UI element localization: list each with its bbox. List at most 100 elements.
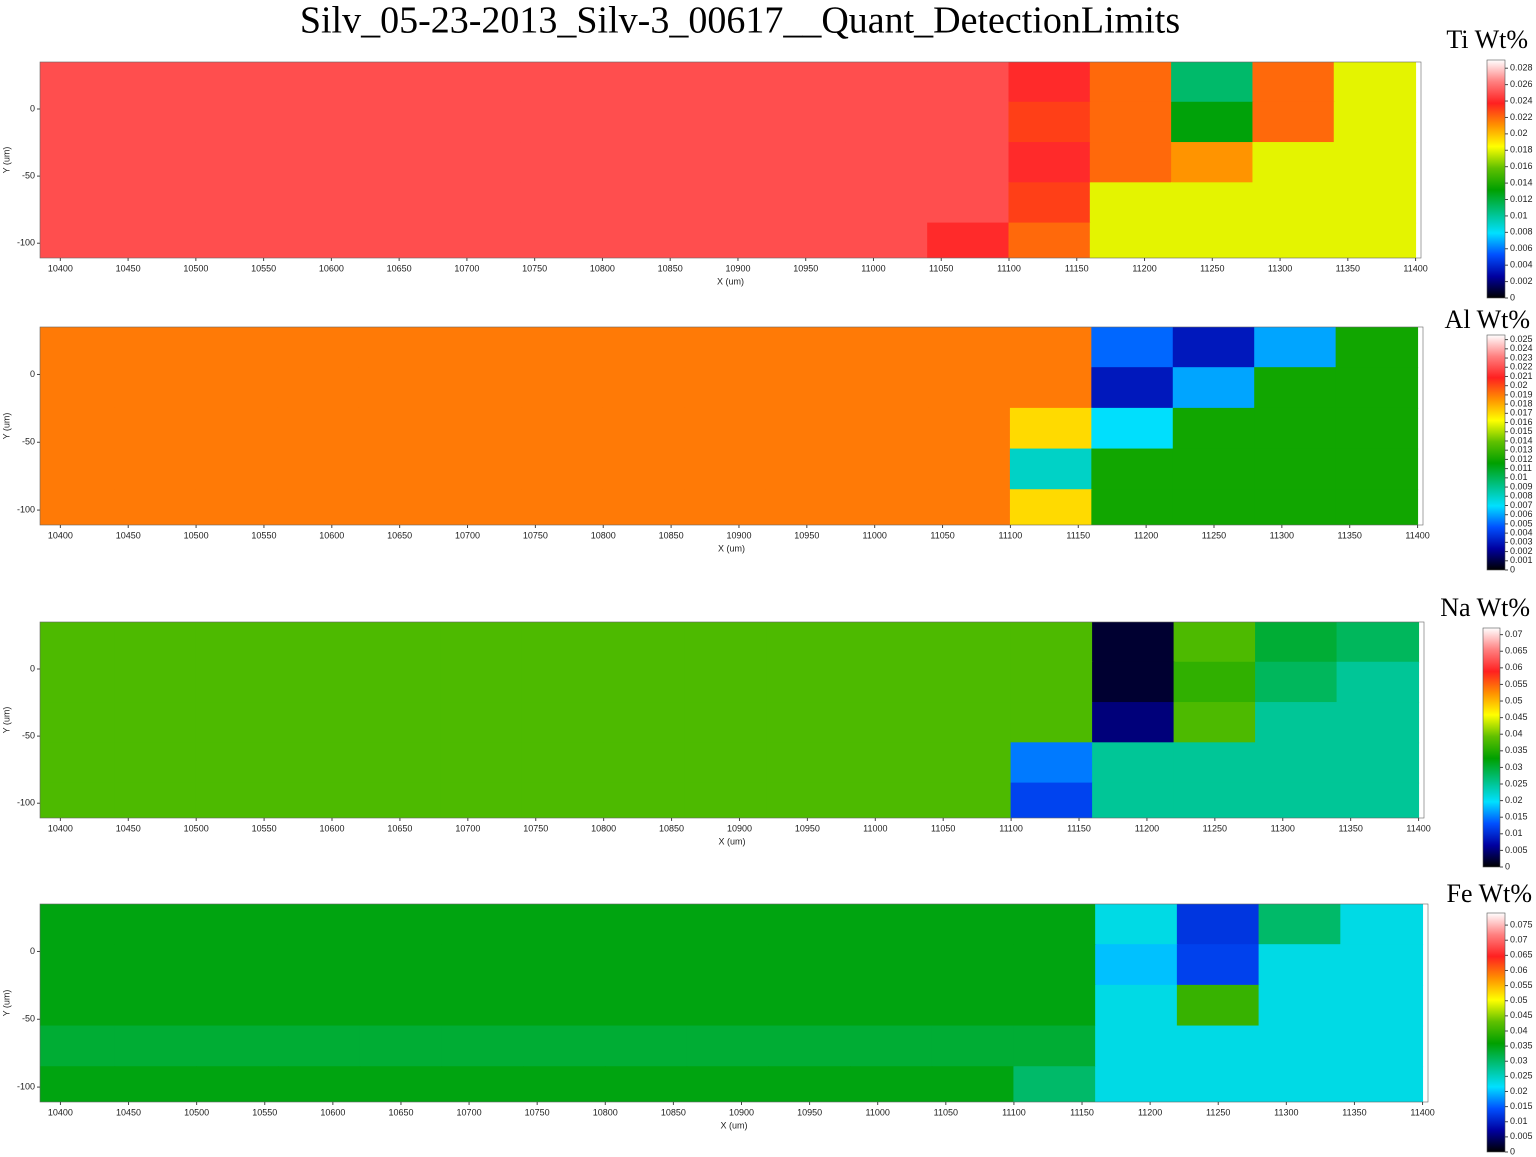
heatmap-cell (686, 1066, 770, 1102)
colorbar-tick-label: 0.004 (1510, 260, 1533, 270)
heatmap-cell (521, 448, 604, 491)
heatmap-cell (277, 327, 360, 369)
heatmap-cell (1010, 742, 1094, 784)
heatmap-cell (602, 407, 686, 450)
heatmap-cell (1255, 622, 1338, 663)
heatmap-cell (1013, 1025, 1097, 1068)
heatmap-cell (1172, 327, 1256, 369)
heatmap-cell (439, 489, 523, 525)
heatmap-cell (1092, 702, 1175, 744)
heatmap-cell (1258, 984, 1342, 1027)
y-tick-label: 0 (30, 369, 35, 379)
heatmap-cell (196, 1025, 279, 1068)
heatmap-cell (1091, 407, 1174, 450)
heatmap-cell (849, 1066, 933, 1102)
heatmap-cell (931, 904, 1015, 946)
x-tick-label: 11200 (1135, 823, 1159, 833)
colorbar-tick-label: 0.075 (1510, 919, 1533, 929)
heatmap-cell (441, 984, 525, 1027)
heatmap-cell (847, 742, 931, 784)
x-tick-label: 11100 (1002, 1107, 1026, 1117)
heatmap-cell (686, 984, 770, 1027)
heatmap-cell (1336, 742, 1420, 784)
heatmap-cell (764, 142, 847, 184)
heatmap-cell (1172, 367, 1256, 409)
x-tick-label: 10500 (184, 1107, 209, 1117)
heatmap-cell (277, 984, 361, 1027)
heatmap-cell (114, 1066, 198, 1102)
colorbar-tick-label: 0.012 (1510, 194, 1533, 204)
heatmap-cell (845, 222, 929, 258)
heatmap-cell (521, 661, 605, 704)
x-tick-label: 10900 (729, 1107, 754, 1117)
y-tick-label: -50 (22, 730, 35, 740)
heatmap-cell (520, 62, 603, 103)
heatmap-cell (114, 904, 198, 946)
heatmap-cell (1009, 407, 1093, 450)
heatmap-cell (1091, 327, 1174, 369)
x-tick-label: 10450 (116, 263, 141, 273)
heatmap-cell (1340, 904, 1424, 946)
colorbar-tick-label: 0.04 (1505, 729, 1523, 739)
heatmap-cell (1255, 702, 1338, 744)
heatmap-cell (114, 622, 197, 663)
x-tick-label: 11000 (863, 823, 887, 833)
heatmap-cell (277, 904, 361, 946)
heatmap-cell (277, 944, 361, 986)
heatmap-cell (114, 944, 198, 986)
heatmap-cell (357, 142, 441, 184)
heatmap-cell (276, 182, 359, 224)
heatmap-cell (114, 782, 197, 818)
heatmap-cell (1089, 142, 1173, 184)
colorbar-tick-label: 0.022 (1510, 112, 1533, 122)
heatmap-cell (766, 661, 849, 704)
heatmap-cell (40, 489, 116, 525)
heatmap-cell (849, 904, 933, 946)
heatmap-cell (766, 702, 849, 744)
heatmap-cell (1009, 489, 1093, 525)
y-tick-label: -100 (17, 238, 35, 248)
heatmap-cell (1171, 101, 1254, 144)
heatmap-cell (521, 742, 605, 784)
heatmap-cell (766, 742, 849, 784)
heatmap-cell (40, 407, 116, 450)
x-tick-label: 11400 (1406, 823, 1430, 833)
heatmap-cell (40, 327, 116, 369)
heatmap-cell (1013, 1066, 1097, 1102)
heatmap-cell (847, 661, 931, 704)
heatmap-cell (520, 182, 603, 224)
heatmap-cell (603, 742, 686, 784)
heatmap-cell (114, 984, 198, 1027)
heatmap-cell (1089, 101, 1173, 144)
x-tick-label: 10700 (454, 263, 479, 273)
x-tick-label: 10550 (252, 1107, 277, 1117)
heatmap-cell (439, 182, 522, 224)
heatmap-cell (1252, 62, 1335, 103)
heatmap-cell (357, 182, 441, 224)
heatmap-cell (931, 1025, 1015, 1068)
colorbar-tick-label: 0.02 (1510, 380, 1528, 390)
plot-frame (39, 61, 1422, 259)
heatmap-cell (604, 984, 688, 1027)
y-tick-label: 0 (30, 946, 35, 956)
heatmap-cell (195, 742, 279, 784)
x-tick-label: 11150 (1067, 823, 1091, 833)
heatmap-cell (359, 944, 443, 986)
heatmap-cell (683, 222, 766, 258)
colorbar-tick-label: 0.001 (1510, 555, 1533, 565)
plot-frame (39, 326, 1424, 526)
heatmap-cell (1008, 62, 1091, 103)
heatmap-cell (1336, 622, 1420, 663)
heatmap-cell (931, 944, 1015, 986)
heatmap-cell (114, 742, 197, 784)
heatmap-cell (601, 101, 685, 144)
heatmap-cell (928, 489, 1011, 525)
colorbar-tick-label: 0.011 (1510, 463, 1532, 473)
heatmap-cell (40, 702, 116, 744)
x-tick-label: 10500 (183, 263, 208, 273)
colorbar-tick-label: 0.03 (1505, 762, 1523, 772)
heatmap-cell (114, 489, 197, 525)
heatmap-cell (114, 407, 197, 450)
x-tick-label: 11200 (1138, 1107, 1162, 1117)
heatmap-cell (602, 327, 686, 369)
